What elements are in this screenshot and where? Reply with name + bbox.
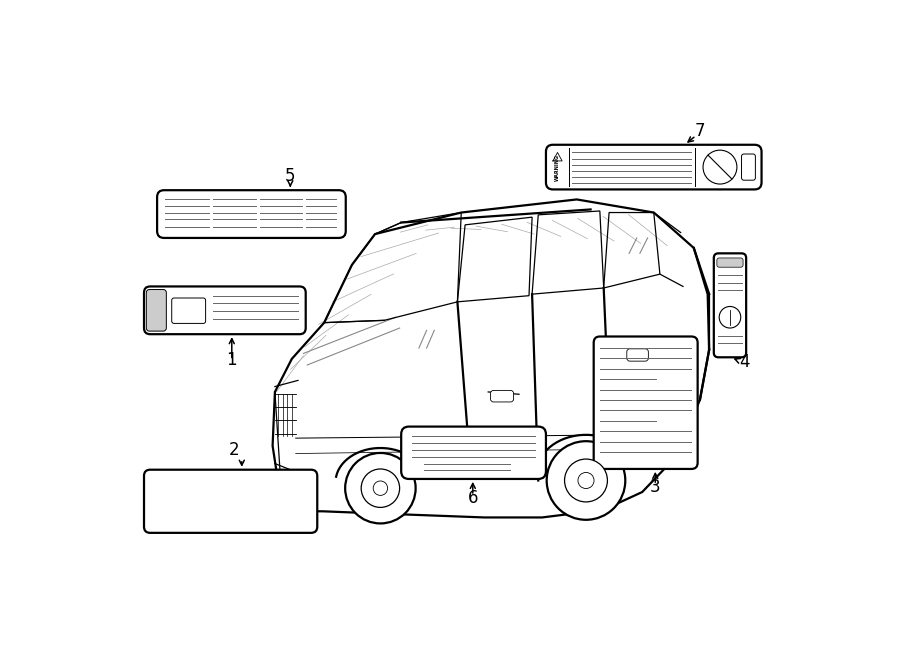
FancyBboxPatch shape: [147, 290, 166, 331]
Text: WARNING: WARNING: [555, 153, 560, 180]
FancyBboxPatch shape: [714, 253, 746, 358]
Circle shape: [346, 453, 416, 524]
FancyBboxPatch shape: [144, 470, 318, 533]
FancyBboxPatch shape: [172, 298, 205, 323]
Circle shape: [546, 441, 625, 520]
Text: 5: 5: [285, 167, 295, 185]
Text: 1: 1: [227, 351, 237, 369]
FancyBboxPatch shape: [742, 154, 755, 180]
Circle shape: [374, 481, 388, 495]
FancyBboxPatch shape: [594, 336, 698, 469]
Text: 7: 7: [695, 122, 706, 140]
Circle shape: [703, 150, 737, 184]
Circle shape: [578, 473, 594, 488]
FancyBboxPatch shape: [546, 145, 761, 190]
Circle shape: [719, 307, 741, 328]
Circle shape: [361, 469, 400, 508]
FancyBboxPatch shape: [626, 349, 648, 361]
Circle shape: [564, 459, 608, 502]
FancyBboxPatch shape: [717, 258, 743, 267]
Text: 6: 6: [468, 489, 478, 508]
FancyBboxPatch shape: [401, 426, 546, 479]
FancyBboxPatch shape: [491, 391, 514, 402]
Text: 3: 3: [650, 478, 661, 496]
Text: 4: 4: [740, 353, 750, 371]
FancyBboxPatch shape: [158, 190, 346, 238]
Text: 2: 2: [229, 441, 239, 459]
FancyBboxPatch shape: [144, 286, 306, 334]
